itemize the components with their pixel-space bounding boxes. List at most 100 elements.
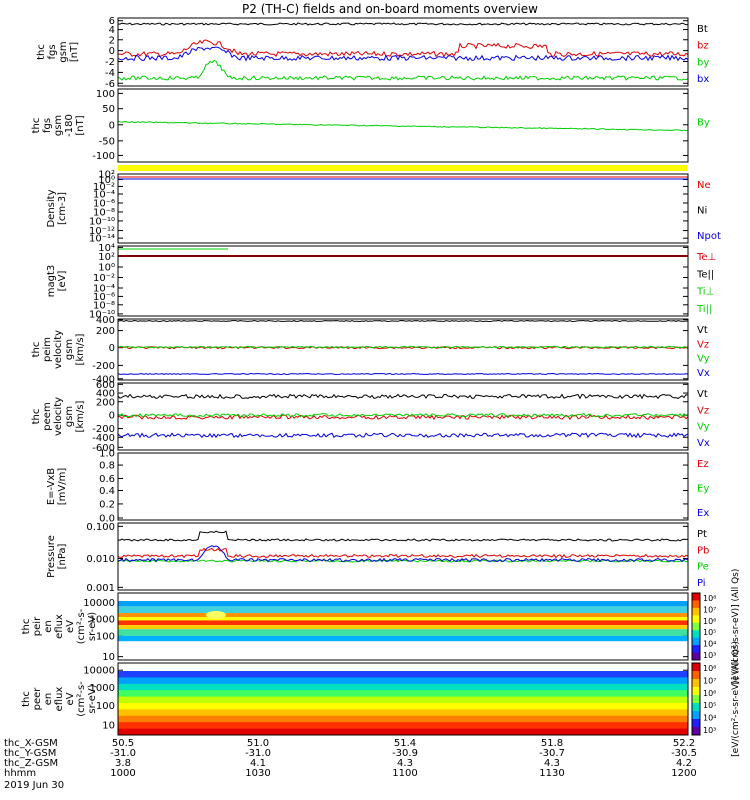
legend-Ey: Ey <box>697 484 709 495</box>
panel-ylabel: thcpeemvelocitygsm[km/s] <box>31 397 86 436</box>
spectrogram-band <box>118 617 688 621</box>
y-tick-label: 1.0 <box>99 449 115 460</box>
colorbar-segment <box>692 727 700 736</box>
series-Pb <box>117 547 689 559</box>
colorbar-tick: 10⁵ <box>703 701 716 710</box>
y-tick-label: 200 <box>96 326 115 337</box>
colorbar-segment <box>692 703 700 712</box>
x-tick-label: 52.2 <box>673 738 695 749</box>
legend-Vz: Vz <box>697 405 709 416</box>
y-tick-label: 0 <box>109 46 115 57</box>
x-row-label: thc_X-GSM <box>4 738 58 749</box>
y-tick-label: 10⁻¹⁰ <box>89 309 115 320</box>
spectrogram-band <box>118 696 688 704</box>
legend-Npot: Npot <box>697 231 721 242</box>
panel-frame <box>117 662 689 736</box>
series-Pt <box>117 530 689 542</box>
x-tick-label: 51.0 <box>247 738 269 749</box>
y-tick-label: 10⁰ <box>98 263 115 274</box>
x-tick-label: 50.5 <box>112 738 134 749</box>
y-tick-label: 10⁻⁸ <box>93 300 115 311</box>
colorbar-segment <box>692 663 700 672</box>
series-Vy <box>117 345 689 349</box>
y-tick-label: 10000 <box>83 666 115 677</box>
panel-efield: E=-VxB[mV/m] 1.00.8 0.60.4 0.2 0.0 Ez Ey Ex <box>46 449 709 525</box>
figure-title: P2 (TH-C) fields and on-board moments ov… <box>242 2 538 16</box>
colorbar-segment <box>692 719 700 728</box>
y-tick-label: 400 <box>96 315 115 326</box>
y-tick-label: 600 <box>96 380 115 391</box>
colorbar-segment <box>692 695 700 704</box>
colorbar-tick: 10⁷ <box>703 676 716 685</box>
colorbar-segment <box>692 679 700 688</box>
legend-Vy: Vy <box>697 354 710 365</box>
colorbar-segment <box>692 711 700 720</box>
spectrogram-band <box>118 722 688 730</box>
legend-Te||: Te|| <box>696 269 714 280</box>
x-tick-label: -31.0 <box>110 748 136 759</box>
x-tick-label: 1030 <box>245 768 270 779</box>
y-tick-label: 400 <box>96 389 115 400</box>
y-tick-label: -200 <box>92 424 115 435</box>
legend-Ti⊥: Ti⊥ <box>696 287 714 298</box>
colorbar-tick: 10⁸ <box>703 664 716 673</box>
spectrogram-band <box>118 601 688 607</box>
y-tick-label: 0.0 <box>99 513 115 524</box>
spectrogram-band <box>118 625 688 630</box>
panel-peir: thcpeirenefluxeV(cm²-s-sr-eV)10000 1000 10… <box>21 592 689 663</box>
panel-ylabel: thcfgsgsm-180[nT] <box>31 114 86 137</box>
colorbar-segment <box>692 593 700 601</box>
panel-frame <box>117 173 689 244</box>
y-tick-label: -50 <box>99 136 115 147</box>
x-tick-label: -30.9 <box>392 748 418 759</box>
colorbar-segment <box>692 615 700 624</box>
y-tick-label: 100 <box>96 631 115 642</box>
panel-ylabel: E=-VxB[mV/m] <box>46 468 68 506</box>
panel-pressure: Pressure[nPa] 0.100 0.010 0.001 Pt Pb Pe Pi <box>46 522 709 594</box>
x-tick-label: -31.0 <box>245 748 271 759</box>
x-tick-label: 1200 <box>671 768 696 779</box>
colorbar-segment <box>692 637 700 646</box>
legend-Vy: Vy <box>697 422 710 433</box>
series-by <box>117 59 689 81</box>
panel-frame <box>117 452 689 521</box>
yellow-band <box>118 165 688 171</box>
spectrogram-band <box>118 683 688 691</box>
y-tick-label: 10⁴ <box>98 243 115 254</box>
colorbar-frame <box>691 662 701 736</box>
y-tick-label: 10² <box>98 170 115 181</box>
y-tick-label: 0.2 <box>99 499 115 510</box>
series-Vx <box>117 432 689 439</box>
colorbar-tick: 10⁶ <box>703 617 716 626</box>
colorbar-tick: 10⁸ <box>703 594 716 603</box>
y-tick-label: 10 <box>102 720 115 731</box>
y-tick-label: 6 <box>109 16 115 27</box>
y-tick-label: -200 <box>92 361 115 372</box>
y-tick-label: 10⁻¹⁴ <box>89 234 115 245</box>
y-tick-label: 0 <box>109 343 115 354</box>
series-Vt <box>117 393 689 400</box>
y-tick-label: 0.6 <box>99 474 115 485</box>
colorbar-segment <box>692 607 700 616</box>
x-tick-label: 4.3 <box>544 758 560 769</box>
y-tick-label: 50 <box>102 104 115 115</box>
legend-Ne: Ne <box>697 180 711 191</box>
y-tick-label: 0.001 <box>86 583 115 594</box>
legend-Ni: Ni <box>697 206 707 217</box>
colorbar-tick: 10⁶ <box>703 689 716 698</box>
spectrogram-band <box>118 620 688 626</box>
y-tick-label: -600 <box>92 443 115 454</box>
colorbar-frame <box>691 592 701 661</box>
x-tick-label: -30.5 <box>671 748 697 759</box>
y-tick-label: 10⁻⁴ <box>93 284 115 295</box>
spectrogram-band <box>118 635 688 642</box>
y-tick-label: 10⁻⁸ <box>93 207 115 218</box>
legend-Ex: Ex <box>697 508 709 519</box>
y-tick-label: 10² <box>98 252 115 263</box>
x-tick-label: -30.7 <box>539 748 565 759</box>
x-tick-label: 1130 <box>539 768 564 779</box>
spectrogram-band <box>118 690 688 698</box>
legend-Vt: Vt <box>697 389 708 400</box>
